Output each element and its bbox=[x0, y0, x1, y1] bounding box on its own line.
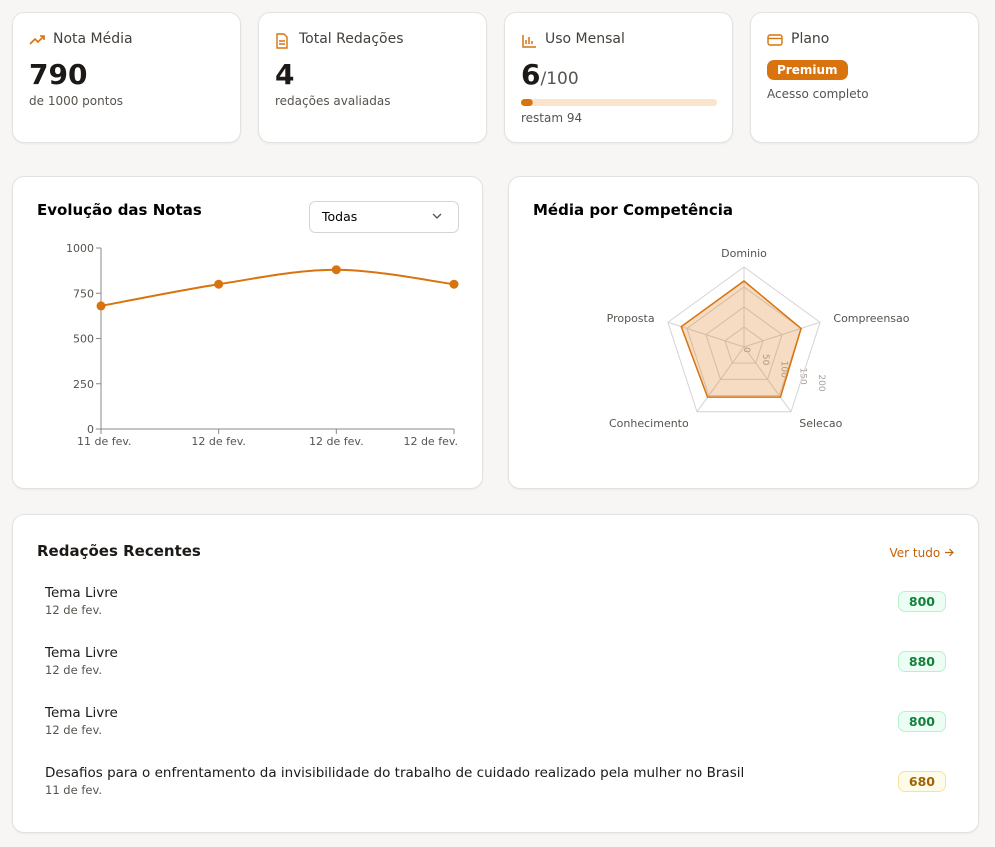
area bbox=[680, 280, 802, 398]
line bbox=[100, 268, 455, 307]
chart-card: Média por Competência 050100150200Domini… bbox=[508, 176, 979, 489]
axis-label: Dominio bbox=[721, 247, 767, 260]
radar-chart: Média por Competência 050100150200Domini… bbox=[533, 201, 910, 430]
axis-label: Conhecimento bbox=[609, 417, 689, 430]
icon bbox=[767, 34, 783, 46]
card-sub: de 1000 pontos bbox=[29, 94, 124, 108]
dropdown-box[interactable] bbox=[309, 201, 459, 233]
recent-item[interactable]: Tema Livre 12 de fev. 800 bbox=[45, 705, 946, 753]
score-badge: 880 bbox=[897, 651, 946, 672]
item-title: Desafios para o enfrentamento da invisib… bbox=[45, 765, 745, 781]
spoke bbox=[696, 346, 745, 413]
axis-label: Proposta bbox=[607, 312, 655, 325]
line-chart: Evolução das Notas Todas 0 250 500 750 1000 1… bbox=[37, 201, 459, 448]
card-value: 4 bbox=[275, 58, 295, 91]
grid-ring bbox=[705, 306, 783, 380]
point bbox=[214, 279, 224, 289]
dropdown[interactable]: Todas bbox=[309, 201, 459, 233]
score-badge: 800 bbox=[897, 591, 946, 612]
x-tick-label: 12 de fev. bbox=[191, 435, 246, 448]
progress-track bbox=[521, 99, 717, 106]
icon bbox=[522, 35, 536, 48]
stat-card: Plano Premium Acesso completo bbox=[750, 12, 979, 143]
point bbox=[449, 279, 459, 289]
y-tick-label: 750 bbox=[73, 287, 94, 300]
icon bbox=[29, 35, 45, 45]
x-tick-label: 11 de fev. bbox=[77, 435, 132, 448]
card-value: 790 bbox=[29, 58, 88, 91]
card-sub: restam 94 bbox=[521, 111, 583, 125]
chart-card: Evolução das Notas Todas 0 250 500 750 1000 1… bbox=[12, 176, 483, 489]
card-title: Nota Média bbox=[53, 31, 133, 47]
item-date: 11 de fev. bbox=[45, 783, 103, 797]
usage-value: 6 bbox=[521, 58, 541, 91]
dropdown-chevron[interactable] bbox=[432, 213, 442, 219]
x-tick-label: 12 de fev. bbox=[309, 435, 364, 448]
card-title: Total Redações bbox=[299, 31, 404, 47]
stat-card: Uso Mensal 6/100 restam 94 bbox=[504, 12, 733, 143]
item-date: 12 de fev. bbox=[45, 603, 103, 617]
link-text[interactable]: Ver tudo bbox=[889, 546, 941, 560]
item-title: Tema Livre bbox=[45, 585, 118, 601]
item-date: 12 de fev. bbox=[45, 663, 103, 677]
y-tick-label: 250 bbox=[73, 378, 94, 391]
stat-card: Total Redações 4 redações avaliadas bbox=[258, 12, 487, 143]
recent-item[interactable]: Tema Livre 12 de fev. 800 bbox=[45, 585, 946, 633]
icon bbox=[276, 33, 288, 49]
recent-card: Redações Recentes Ver tudo Tema Livre 12 … bbox=[12, 514, 979, 833]
card-sub: Acesso completo bbox=[767, 87, 869, 101]
spoke bbox=[743, 321, 821, 348]
y-tick-label: 1000 bbox=[66, 242, 94, 255]
score-badge: 680 bbox=[897, 771, 946, 792]
item-date: 12 de fev. bbox=[45, 723, 103, 737]
card-title: Uso Mensal bbox=[545, 31, 625, 47]
grid-ring bbox=[686, 286, 802, 397]
item-title: Tema Livre bbox=[45, 705, 118, 721]
point bbox=[96, 301, 106, 311]
axis-label: Selecao bbox=[799, 417, 842, 430]
y-tick-label: 500 bbox=[73, 333, 94, 346]
grid-ring bbox=[667, 266, 821, 413]
section-title: Redações Recentes bbox=[37, 542, 201, 560]
axis-label: Compreensao bbox=[833, 312, 909, 325]
card-sub: redações avaliadas bbox=[275, 94, 391, 108]
recent-item[interactable]: Desafios para o enfrentamento da invisib… bbox=[45, 765, 946, 813]
progress bbox=[521, 99, 717, 106]
r-tick-label: 50 bbox=[760, 354, 770, 366]
recent-item[interactable]: Tema Livre 12 de fev. 880 bbox=[45, 645, 946, 693]
y-tick-label: 0 bbox=[87, 423, 94, 436]
item-title: Tema Livre bbox=[45, 645, 118, 661]
r-tick-label: 100 bbox=[779, 361, 789, 378]
stat-card: Nota Média 790 de 1000 pontos bbox=[12, 12, 241, 143]
chart-title: Média por Competência bbox=[533, 201, 733, 219]
card-value: 6/100 bbox=[521, 58, 579, 91]
r-tick-label: 200 bbox=[816, 374, 826, 391]
grid-ring bbox=[724, 326, 764, 364]
x-tick-label: 12 de fev. bbox=[403, 435, 458, 448]
point bbox=[331, 265, 341, 275]
plan-badge: Premium bbox=[767, 60, 848, 80]
chart-title: Evolução das Notas bbox=[37, 201, 202, 219]
dropdown-value[interactable]: Todas bbox=[321, 209, 357, 224]
progress-fill bbox=[521, 99, 533, 106]
see-all-link[interactable]: Ver tudo bbox=[889, 546, 954, 560]
card-title: Plano bbox=[791, 31, 830, 47]
arrow[interactable] bbox=[944, 548, 954, 557]
score-badge: 800 bbox=[897, 711, 946, 732]
spoke bbox=[743, 346, 792, 413]
usage-limit: /100 bbox=[540, 69, 579, 89]
